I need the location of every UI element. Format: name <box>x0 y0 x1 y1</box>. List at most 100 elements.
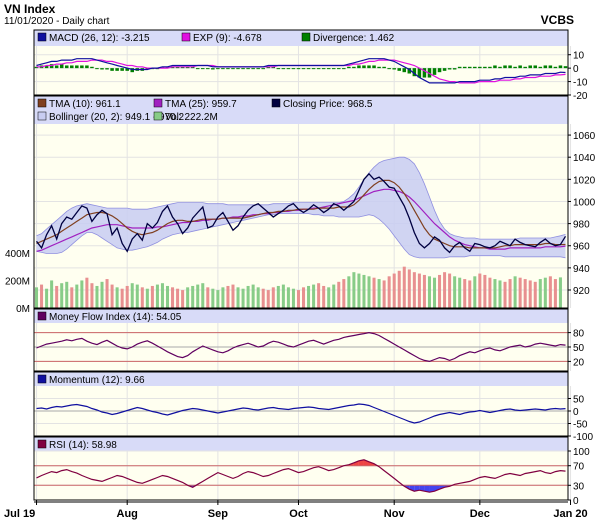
divergence-bar <box>447 68 452 70</box>
volume-bar <box>468 280 472 308</box>
volume-bar <box>140 287 144 308</box>
volume-bar <box>538 279 542 308</box>
mfi-tick-label: 80 <box>573 329 585 340</box>
rsi-panel-border <box>33 436 569 501</box>
divergence-bar <box>528 65 532 69</box>
divergence-bar <box>271 66 276 69</box>
divergence-bar <box>281 68 286 70</box>
volume-bar <box>90 283 94 308</box>
divergence-bar <box>64 65 69 69</box>
volume-bar <box>261 288 265 308</box>
price-legend-swatch-bollinger <box>37 111 47 121</box>
divergence-bar <box>558 65 563 69</box>
volume-bar <box>362 274 366 308</box>
x-tick-label: Nov <box>384 508 406 520</box>
volume-bar <box>160 283 164 308</box>
volume-bar <box>256 287 260 308</box>
volume-bar <box>528 280 532 308</box>
macd-tick-label: -20 <box>573 91 588 102</box>
momentum-legend-swatch-momentum <box>37 374 47 384</box>
divergence-bar <box>49 64 54 69</box>
divergence-bar <box>321 68 326 70</box>
volume-bar <box>372 277 376 308</box>
divergence-bar <box>165 66 170 69</box>
rsi-line <box>36 459 566 493</box>
divergence-bar <box>331 68 336 70</box>
divergence-bar <box>407 68 412 74</box>
volume-bar <box>115 287 119 308</box>
price-legend-tma25: TMA (25): 959.7 <box>165 99 237 110</box>
volume-bar <box>35 287 39 308</box>
chart-subtitle: 11/01/2020 - Daily chart <box>4 16 110 27</box>
divergence-bar <box>417 68 422 78</box>
volume-bar <box>548 276 552 308</box>
price-tick-label: 980 <box>573 220 590 231</box>
divergence-bar <box>125 68 129 71</box>
divergence-bar <box>301 68 306 70</box>
macd-tick-label: 0 <box>573 64 579 75</box>
volume-bar <box>120 288 124 308</box>
volume-bar <box>513 276 517 308</box>
macd-legend-band <box>34 30 568 46</box>
momentum-legend-band <box>34 372 568 386</box>
divergence-bar <box>120 68 124 71</box>
volume-bar <box>45 288 49 308</box>
divergence-bar <box>231 68 235 70</box>
volume-bar <box>291 288 295 308</box>
divergence-bar <box>493 65 497 69</box>
divergence-bar <box>100 68 104 70</box>
volume-bar <box>438 274 442 308</box>
divergence-bar <box>236 68 240 70</box>
volume-bar <box>412 272 416 308</box>
volume-bar <box>347 276 351 308</box>
x-tick-label: Sep <box>208 508 228 520</box>
volume-bar <box>271 287 275 308</box>
divergence-bar <box>216 68 220 70</box>
divergence-bar <box>432 68 437 75</box>
divergence-bar <box>513 66 517 69</box>
price-legend-band <box>34 96 568 124</box>
bollinger-lower-line <box>36 213 566 259</box>
divergence-bar <box>59 64 64 69</box>
divergence-bar <box>70 65 74 69</box>
volume-bar <box>417 273 421 308</box>
volume-bar <box>125 285 129 308</box>
divergence-bar <box>201 68 205 70</box>
divergence-bar <box>291 68 296 70</box>
divergence-bar <box>206 68 210 70</box>
divergence-bar <box>226 68 230 70</box>
volume-bar <box>286 287 290 308</box>
volume-bar <box>312 284 316 308</box>
volume-bar <box>60 283 64 308</box>
volume-bar <box>402 266 406 308</box>
divergence-bar <box>54 65 59 69</box>
volume-bar <box>176 288 180 308</box>
divergence-bar <box>468 66 472 69</box>
macd-tick-label: -10 <box>573 78 588 89</box>
divergence-bar <box>246 68 250 70</box>
macd-legend-macd: MACD (26, 12): -3.215 <box>49 33 150 44</box>
volume-bar <box>236 287 240 308</box>
bollinger-upper-line <box>36 156 566 240</box>
price-plot-area <box>34 96 568 308</box>
mfi-tick-label: 50 <box>573 343 585 354</box>
divergence-bar <box>85 65 89 69</box>
rsi-tick-label: 100 <box>573 447 590 458</box>
close-price-line <box>35 172 567 254</box>
divergence-bar <box>170 66 175 69</box>
divergence-bar <box>180 66 185 69</box>
momentum-panel-border <box>33 371 569 437</box>
rsi-tick-label: 30 <box>573 481 585 492</box>
volume-bar <box>458 277 462 308</box>
divergence-bar <box>326 68 331 70</box>
volume-bar <box>155 284 159 308</box>
mfi-panel-border <box>33 308 569 372</box>
rsi-oversold-fill <box>429 485 435 493</box>
volume-bar <box>493 279 497 308</box>
volume-bar <box>85 277 89 308</box>
divergence-bar <box>518 65 522 69</box>
divergence-bar <box>538 66 543 69</box>
volume-bar <box>196 284 200 308</box>
volume-bar <box>65 281 69 308</box>
